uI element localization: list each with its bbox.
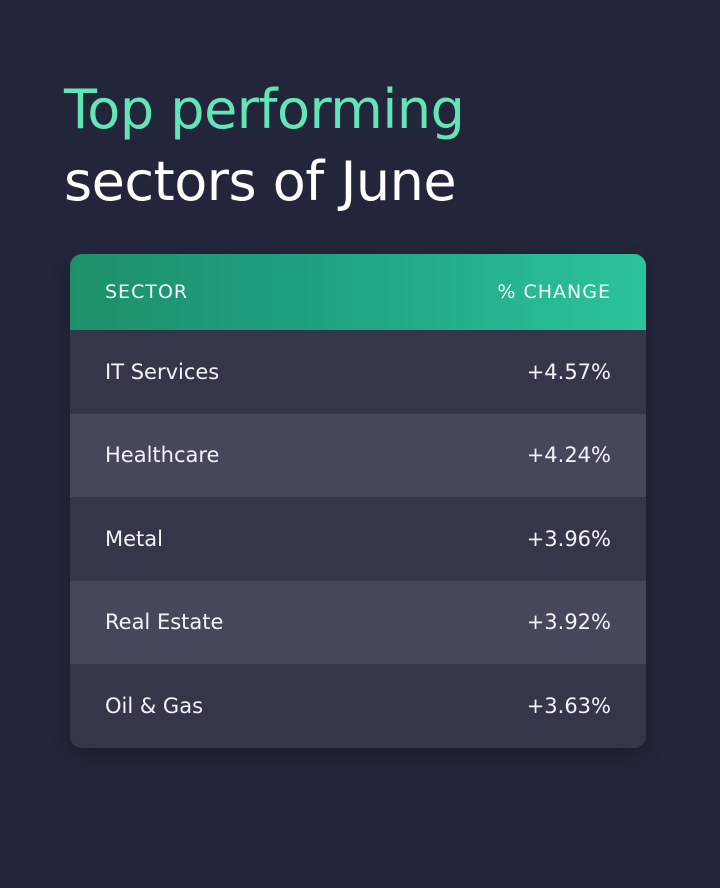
sector-change: +4.57% (526, 359, 611, 384)
table-row: IT Services +4.57% (70, 330, 646, 414)
table-row: Oil & Gas +3.63% (70, 664, 646, 748)
sector-change: +4.24% (526, 443, 611, 468)
column-header-change: % CHANGE (497, 281, 611, 303)
page-title: Top performing sectors of June (64, 74, 465, 218)
sector-name: IT Services (105, 359, 220, 384)
table-row: Real Estate +3.92% (70, 580, 646, 664)
table-row: Metal +3.96% (70, 497, 646, 581)
sector-name: Metal (105, 526, 163, 551)
title-line-highlight: Top performing (64, 78, 465, 141)
sector-name: Oil & Gas (105, 693, 204, 718)
sector-name: Healthcare (105, 443, 220, 468)
title-line-main: sectors of June (64, 150, 457, 213)
table-header: SECTOR % CHANGE (70, 254, 646, 330)
sector-change: +3.96% (526, 526, 611, 551)
table-row: Healthcare +4.24% (70, 413, 646, 497)
sector-name: Real Estate (105, 610, 224, 635)
sector-change: +3.63% (526, 693, 611, 718)
sector-table: SECTOR % CHANGE IT Services +4.57% Healt… (70, 254, 646, 748)
column-header-sector: SECTOR (105, 281, 189, 303)
sector-change: +3.92% (526, 610, 611, 635)
